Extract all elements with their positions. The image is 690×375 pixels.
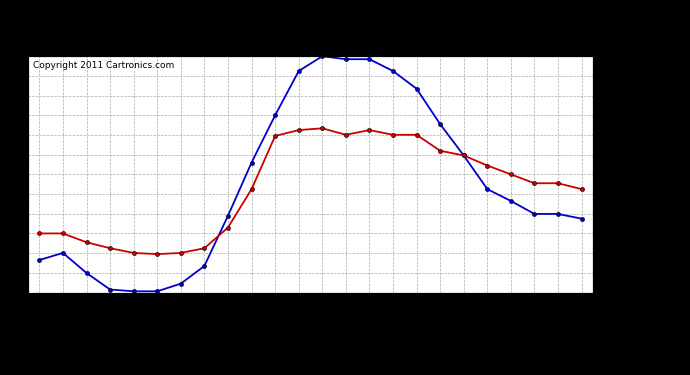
Text: Copyright 2011 Cartronics.com: Copyright 2011 Cartronics.com xyxy=(33,61,175,70)
Text: Outdoor Temperature (vs) THSW Index per Hour (Last 24 Hours) 20110429: Outdoor Temperature (vs) THSW Index per … xyxy=(52,16,638,31)
